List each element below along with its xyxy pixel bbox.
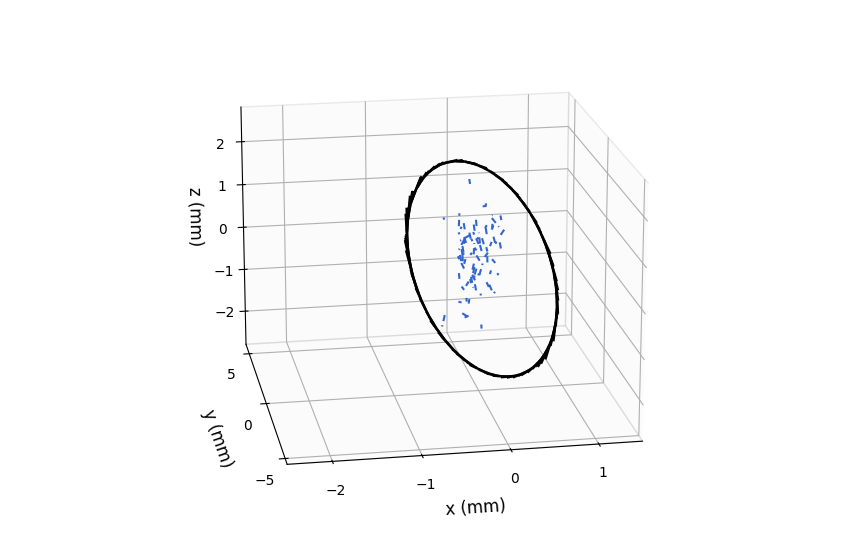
Y-axis label: y (mm): y (mm) [199,407,235,470]
X-axis label: x (mm): x (mm) [445,497,507,519]
